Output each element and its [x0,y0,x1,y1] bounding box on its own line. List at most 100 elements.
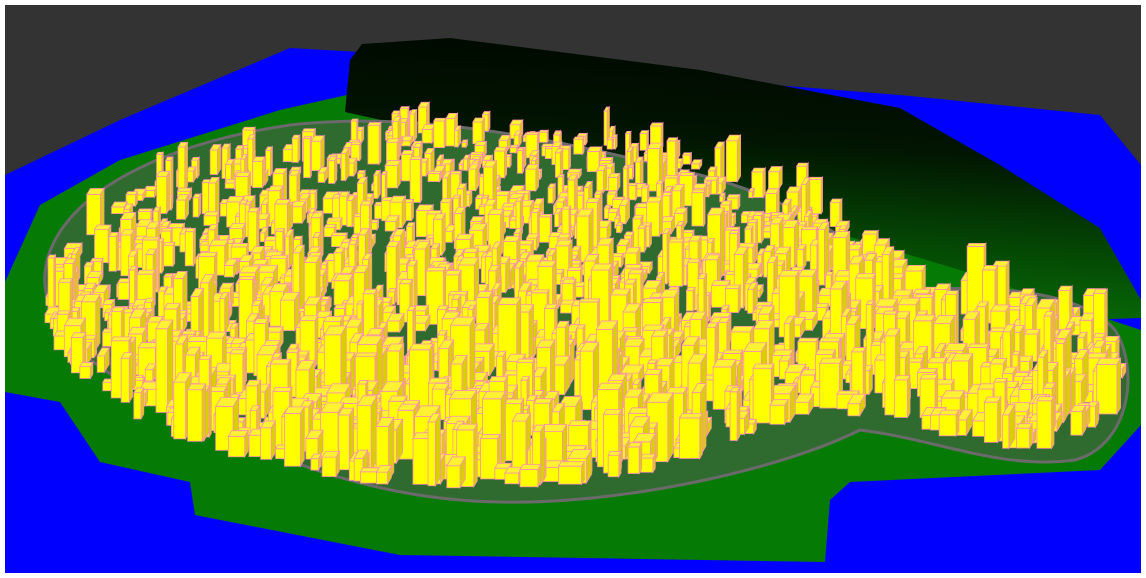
building-roof [227,430,249,437]
building-roof [163,302,181,310]
building-roof [606,136,615,141]
building-roof [333,304,347,309]
building-roof [221,143,231,149]
building-front [208,182,217,217]
building-roof [58,278,73,283]
building-front [444,231,453,243]
building-roof [269,254,289,259]
building-roof [682,229,695,234]
building-front [340,152,347,181]
building-roof [198,355,213,360]
building-roof [1036,396,1055,402]
building-roof [725,134,742,142]
building-front [725,140,738,183]
building-front [769,404,786,425]
building-roof [137,208,153,212]
building-roof [136,269,156,275]
building-roof [710,280,731,286]
building-roof [444,270,462,276]
building-roof [940,390,966,399]
building-roof [177,142,189,148]
building-roof [983,396,1002,403]
building-front [468,168,477,191]
building-front [794,401,810,415]
building-roof [469,151,484,155]
building-roof [322,316,345,323]
building-roof [209,144,222,151]
building-front [310,458,319,471]
building-roof [425,266,447,272]
building-front [177,146,186,192]
building-roof [566,266,583,271]
building-roof [724,284,742,289]
building-roof [685,287,696,292]
building-front [622,167,628,202]
building-roof [573,136,585,140]
building-roof [301,128,317,133]
building-roof [647,359,658,364]
building-roof [914,294,935,299]
building-roof [814,349,837,355]
building-side [224,291,229,335]
building-roof [861,230,879,235]
building-roof [474,141,488,146]
building-roof [530,289,550,294]
building-roof [340,147,350,154]
building-front [938,414,957,437]
building-roof [722,349,744,354]
building-roof [690,159,703,165]
building-front [573,138,584,155]
building-roof [272,387,293,392]
building-side [570,337,575,386]
building-roof [471,156,482,160]
building-roof [943,343,968,352]
building-roof [606,190,618,195]
building-roof [409,156,423,160]
building-roof [436,154,445,161]
building-side [441,212,446,257]
building-roof [944,290,959,295]
building-front [560,303,573,314]
building-front [1036,400,1052,449]
building-front [303,137,311,178]
building-roof [186,383,207,391]
building-roof [599,157,614,161]
building-roof [238,265,260,274]
building-roof [208,239,229,247]
building-front [79,366,91,379]
building-front [227,435,246,458]
building-front [259,232,266,243]
building-roof [247,207,260,213]
building-roof [241,126,256,131]
buildings [44,100,1127,490]
building-roof [578,298,601,303]
building-roof [445,112,459,119]
building-roof [238,276,256,280]
building-roof [197,251,218,257]
building-roof [307,189,318,194]
building-front [192,197,199,218]
building-roof [557,233,572,239]
building-front [108,235,117,272]
building-roof [615,222,624,226]
building-front [350,120,358,144]
building-roof [1092,288,1109,294]
building-roof [163,273,174,278]
building-roof [819,357,844,364]
building-roof [543,303,558,309]
building-roof [427,170,442,174]
building-front [310,140,322,171]
building-front [247,211,258,252]
building-roof [283,406,306,414]
building-front [748,191,753,199]
building-roof [356,170,366,174]
building-roof [503,398,525,405]
building-roof [367,122,382,126]
building-front [847,403,861,417]
building-side [528,303,534,362]
building-roof [703,176,720,181]
building-roof [310,135,325,142]
building-roof [771,349,794,356]
building-roof [110,336,132,342]
building-front [509,147,517,154]
